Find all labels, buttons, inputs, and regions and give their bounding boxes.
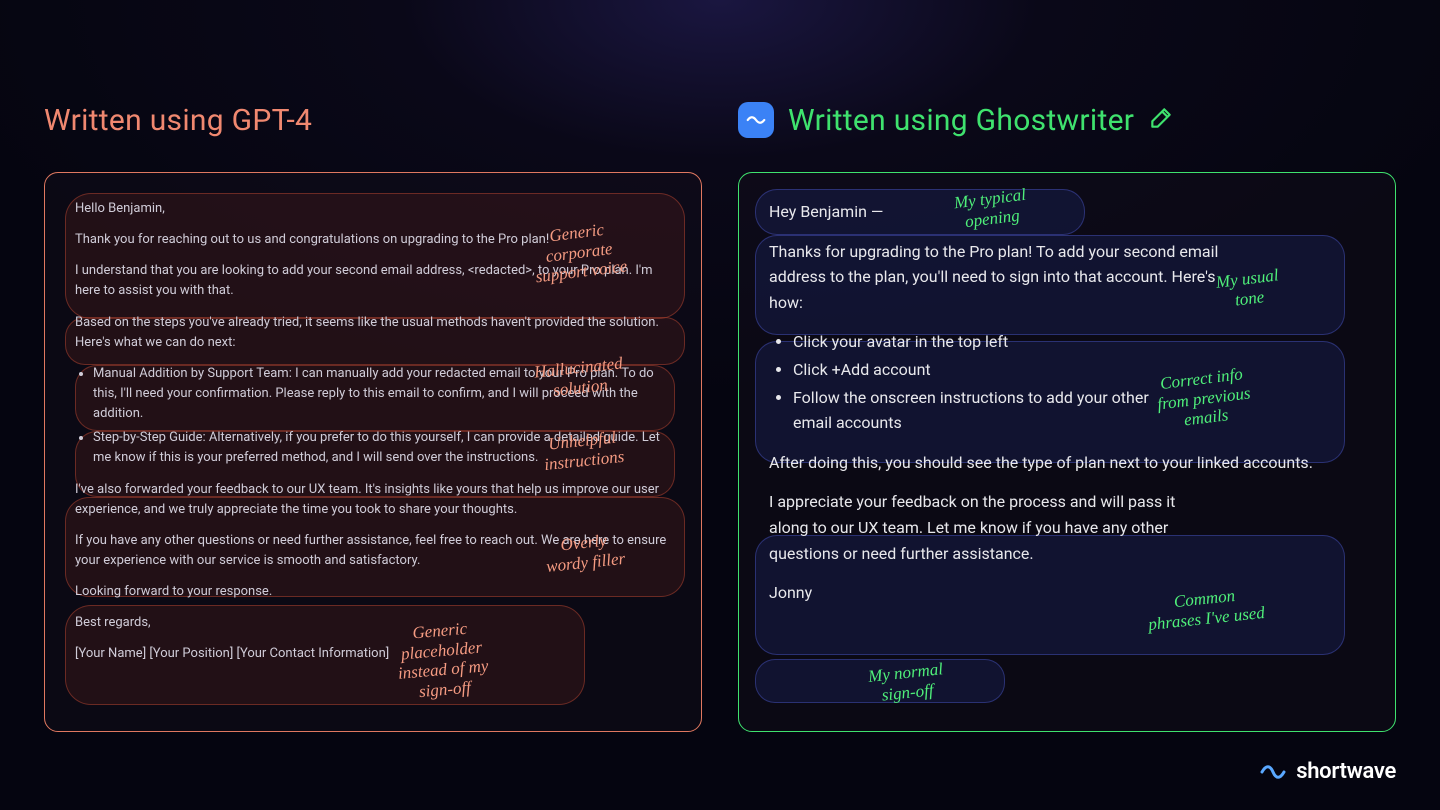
left-column: Written using GPT-4 Hello Benjamin, Than… [44,100,702,732]
left-title: Written using GPT-4 [44,103,312,138]
annotation: Hallucinated solution [533,353,625,401]
shortwave-logo-icon [1260,762,1286,782]
annotation: Generic corporate support voice [530,218,629,287]
annotation: Overly wordy filler [543,529,626,576]
annotation: Common phrases I've used [1145,583,1265,634]
annotation: Correct info from previous emails [1154,364,1254,434]
right-annot-layer: My typical opening My usual tone Correct… [739,173,1395,731]
right-column: Written using Ghostwriter Hey Benjamin —… [738,100,1396,732]
left-title-row: Written using GPT-4 [44,100,702,140]
annotation: My typical opening [953,185,1029,233]
right-title: Written using Ghostwriter [788,103,1134,138]
comparison-container: Written using GPT-4 Hello Benjamin, Than… [0,0,1440,732]
annotation: Generic placeholder instead of my sign-o… [394,617,491,703]
brand-name: shortwave [1296,759,1396,784]
annotation: Unhelpful instructions [541,427,625,474]
right-panel: Hey Benjamin — Thanks for upgrading to t… [738,172,1396,732]
left-panel: Hello Benjamin, Thank you for reaching o… [44,172,702,732]
annotation: My usual tone [1215,265,1282,311]
annotation: My normal sign-off [867,659,946,706]
left-annot-layer: Generic corporate support voice Hallucin… [45,173,701,731]
footer-brand: shortwave [1260,759,1396,784]
edit-icon [1148,105,1174,135]
ghostwriter-badge-icon [738,102,774,138]
right-title-row: Written using Ghostwriter [738,100,1396,140]
